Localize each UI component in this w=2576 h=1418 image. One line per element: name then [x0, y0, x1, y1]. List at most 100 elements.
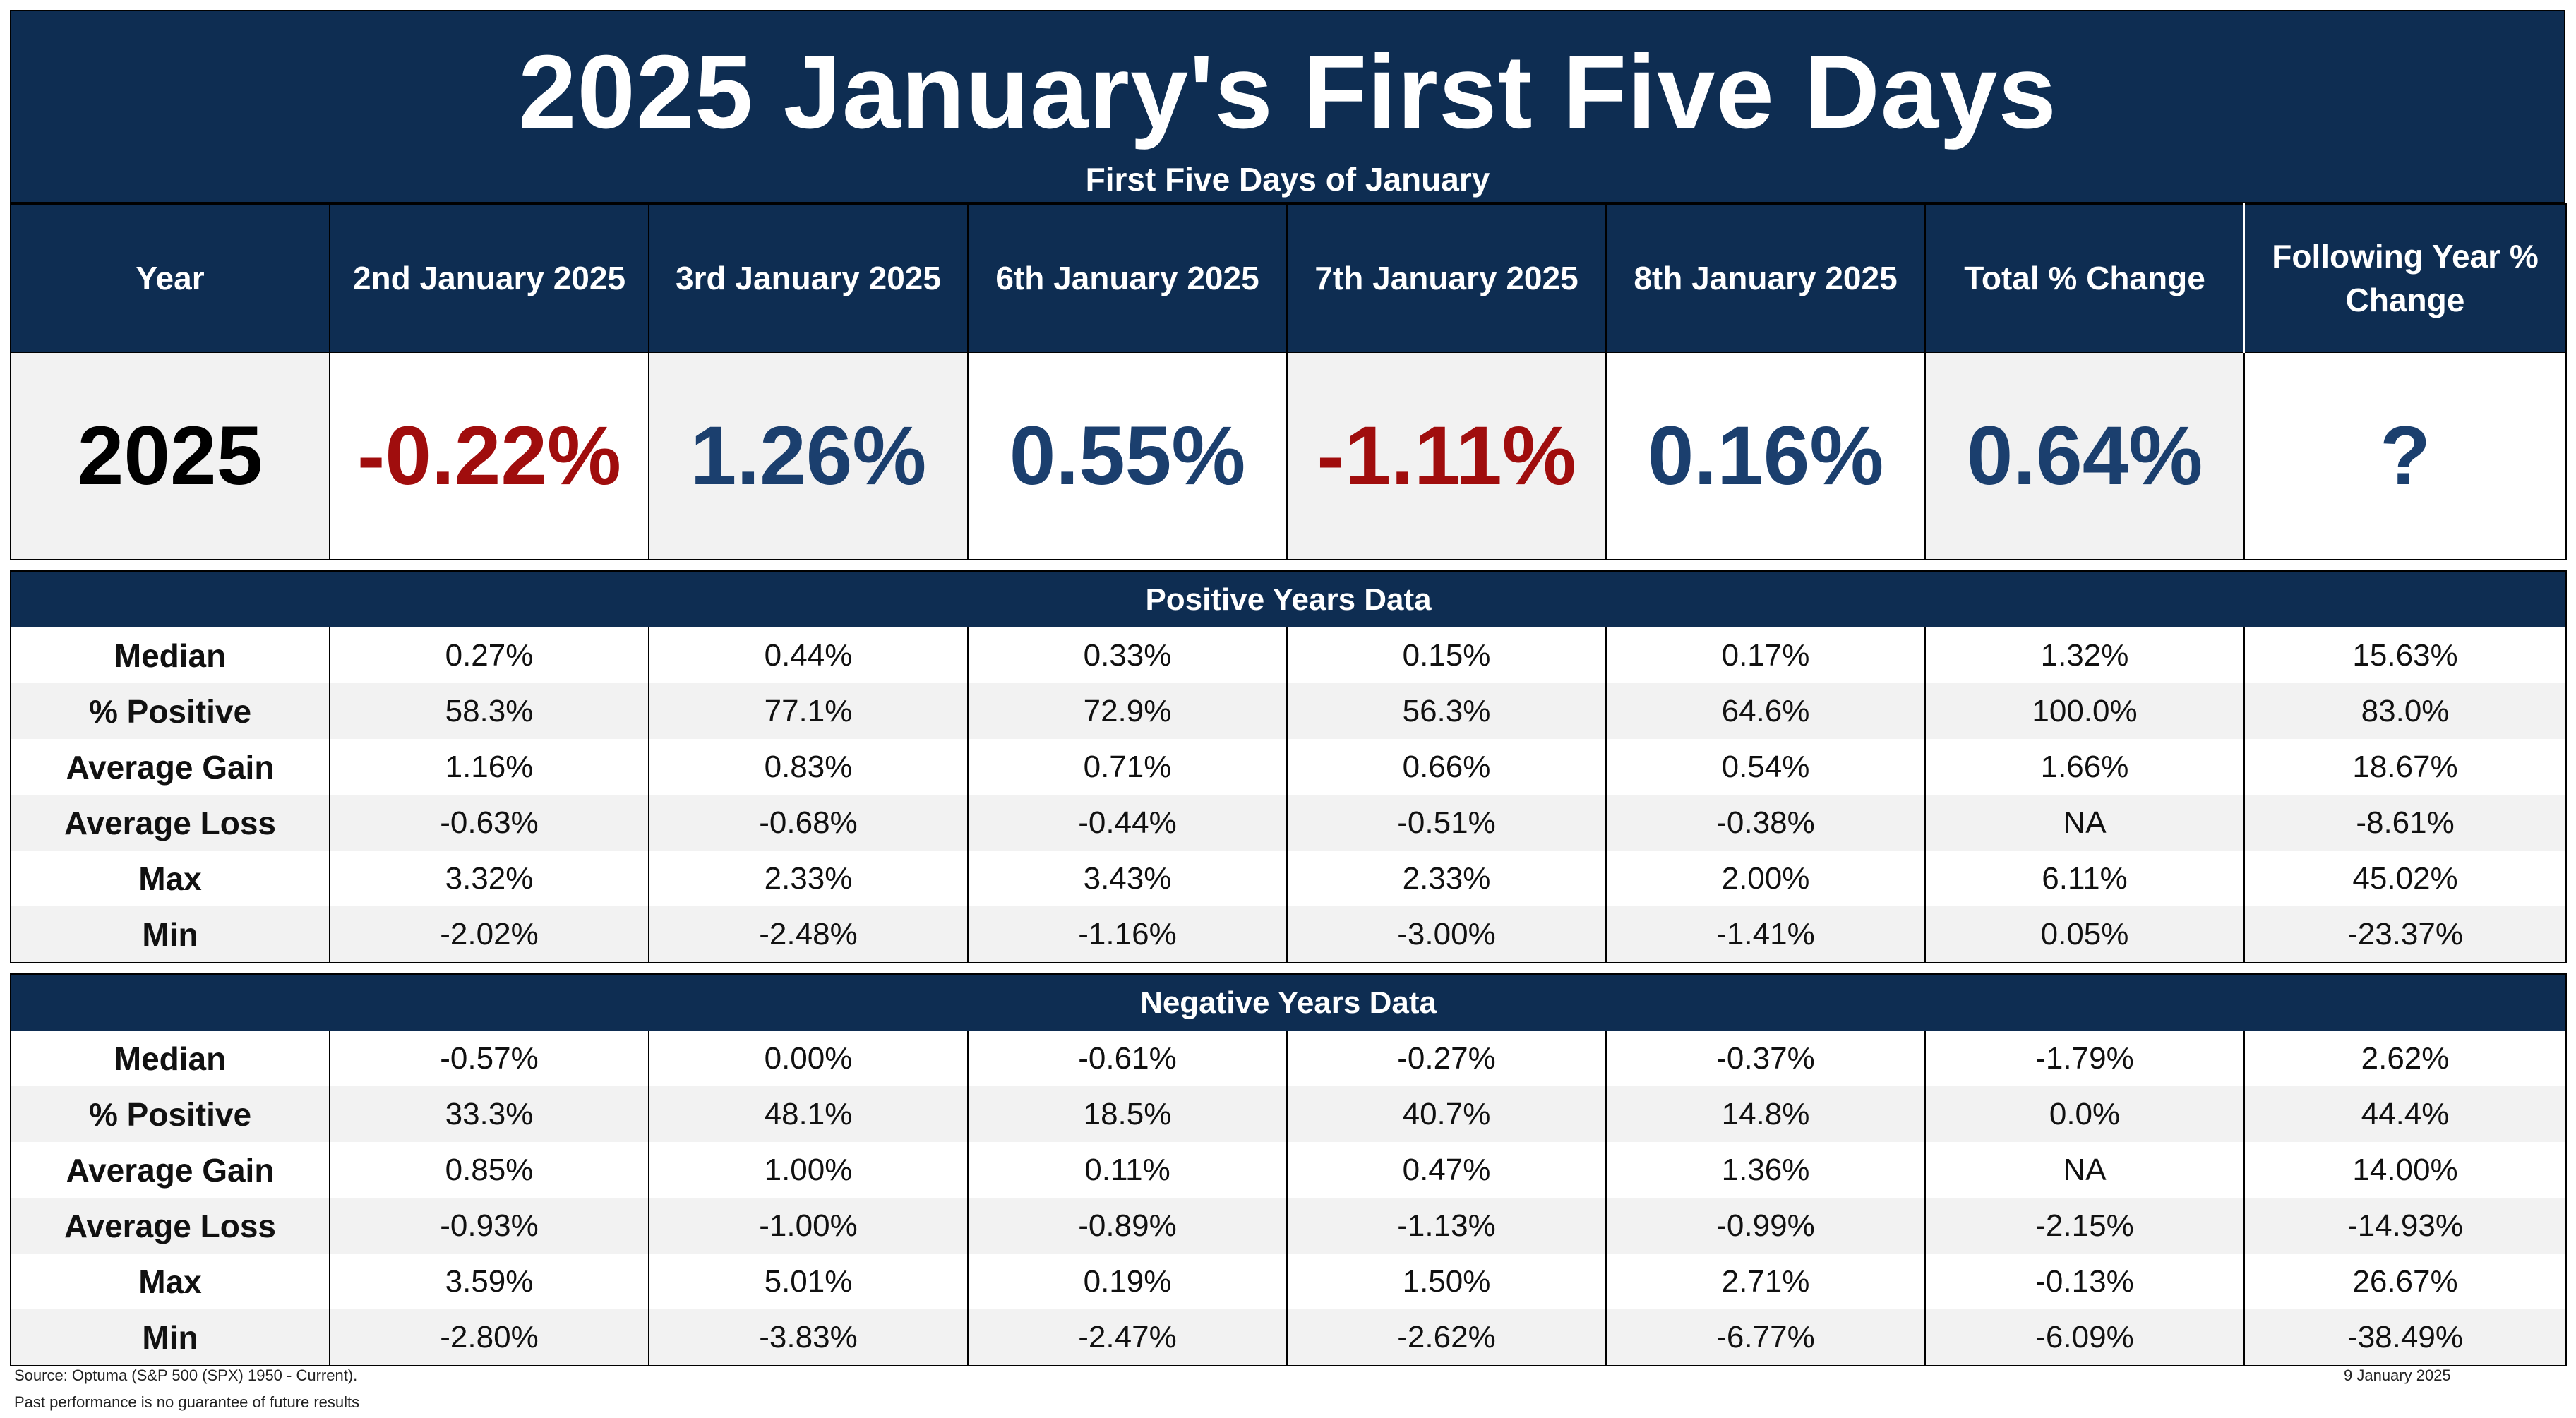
table-cell: -1.41% [1605, 906, 1925, 963]
table-cell: -0.51% [1286, 795, 1606, 851]
table-cell: 48.1% [648, 1086, 968, 1142]
negative-years-table: Negative Years Data Median -0.57% 0.00% -0.… [10, 973, 2568, 1366]
positive-years-table: Positive Years Data Median 0.27% 0.44% 0.33… [10, 570, 2568, 963]
report-date: 9 January 2025 [2344, 1366, 2451, 1384]
table-cell: 14.8% [1605, 1086, 1925, 1142]
table-row: Median -0.57% 0.00% -0.61% -0.27% -0.37% -1.79… [11, 1031, 2567, 1086]
row-label: Min [11, 1309, 330, 1366]
table-cell: -0.37% [1605, 1031, 1925, 1086]
table-cell: 1.32% [1924, 627, 2244, 683]
table-cell: 0.83% [648, 739, 968, 795]
header-row: Year 2nd January 2025 3rd January 2025 6… [11, 204, 2566, 352]
table-cell: -0.61% [967, 1031, 1287, 1086]
table-cell: NA [1924, 795, 2244, 851]
table-cell: -23.37% [2243, 906, 2567, 963]
table-cell: 2.62% [2243, 1031, 2567, 1086]
row-label: % Positive [11, 683, 330, 739]
row-label: % Positive [11, 1086, 330, 1142]
row-label: Average Gain [11, 1142, 330, 1198]
table-cell: 0.27% [329, 627, 649, 683]
table-row: Average Gain 1.16% 0.83% 0.71% 0.66% 0.54% 1.6… [11, 739, 2567, 795]
table-cell: -0.38% [1605, 795, 1925, 851]
table-cell: -1.00% [648, 1198, 968, 1254]
table-cell: -0.44% [967, 795, 1287, 851]
table-cell: 72.9% [967, 683, 1287, 739]
header-day-4: 7th January 2025 [1286, 204, 1606, 352]
row-label: Median [11, 627, 330, 683]
table-cell: 0.44% [648, 627, 968, 683]
table-cell: -6.09% [1924, 1309, 2244, 1366]
table-cell: -1.79% [1924, 1031, 2244, 1086]
value-day-5: 0.16% [1605, 352, 1925, 560]
table-cell: -0.57% [329, 1031, 649, 1086]
table-cell: 1.00% [648, 1142, 968, 1198]
header-total-change: Total % Change [1924, 204, 2244, 352]
table-cell: 100.0% [1924, 683, 2244, 739]
table-cell: 0.33% [967, 627, 1287, 683]
value-total-change: 0.64% [1924, 352, 2244, 560]
table-cell: -0.93% [329, 1198, 649, 1254]
table-cell: -2.62% [1286, 1309, 1606, 1366]
current-year-table: Year 2nd January 2025 3rd January 2025 6… [10, 203, 2567, 560]
table-row: % Positive 58.3% 77.1% 72.9% 56.3% 64.6% 100.0… [11, 683, 2567, 739]
table-cell: 0.15% [1286, 627, 1606, 683]
row-label: Average Loss [11, 1198, 330, 1254]
table-cell: 0.71% [967, 739, 1287, 795]
table-cell: -0.13% [1924, 1254, 2244, 1309]
value-day-1: -0.22% [329, 352, 649, 560]
table-row: Min -2.02% -2.48% -1.16% -3.00% -1.41% 0.05% -2… [11, 906, 2567, 963]
table-cell: 33.3% [329, 1086, 649, 1142]
table-cell: -38.49% [2243, 1309, 2567, 1366]
table-cell: 2.33% [1286, 851, 1606, 906]
title-band: 2025 January's First Five Days First Fiv… [10, 10, 2565, 203]
table-cell: 0.54% [1605, 739, 1925, 795]
table-cell: 0.19% [967, 1254, 1287, 1309]
table-cell: -0.89% [967, 1198, 1287, 1254]
table-cell: 3.59% [329, 1254, 649, 1309]
table-cell: -0.99% [1605, 1198, 1925, 1254]
table-cell: 2.33% [648, 851, 968, 906]
table-cell: 2.71% [1605, 1254, 1925, 1309]
table-cell: 45.02% [2243, 851, 2567, 906]
table-cell: 26.67% [2243, 1254, 2567, 1309]
table-row: Average Loss -0.63% -0.68% -0.44% -0.51% -0.3… [11, 795, 2567, 851]
table-cell: 5.01% [648, 1254, 968, 1309]
page-subtitle: First Five Days of January [1085, 161, 1490, 198]
table-cell: NA [1924, 1142, 2244, 1198]
table-cell: -0.27% [1286, 1031, 1606, 1086]
value-day-3: 0.55% [967, 352, 1287, 560]
value-day-2: 1.26% [648, 352, 968, 560]
table-cell: -2.48% [648, 906, 968, 963]
row-label: Median [11, 1031, 330, 1086]
row-label: Average Gain [11, 739, 330, 795]
table-cell: -3.83% [648, 1309, 968, 1366]
table-cell: 0.0% [1924, 1086, 2244, 1142]
page-title: 2025 January's First Five Days [518, 34, 2057, 150]
row-label: Max [11, 851, 330, 906]
table-cell: 1.16% [329, 739, 649, 795]
table-row: % Positive 33.3% 48.1% 18.5% 40.7% 14.8% 0.0% 4… [11, 1086, 2567, 1142]
current-year-row: 2025 -0.22% 1.26% 0.55% -1.11% 0.16% 0.6… [11, 352, 2566, 560]
header-day-2: 3rd January 2025 [648, 204, 968, 352]
value-day-4: -1.11% [1286, 352, 1606, 560]
table-cell: -6.77% [1605, 1309, 1925, 1366]
table-cell: 56.3% [1286, 683, 1606, 739]
table-cell: 18.67% [2243, 739, 2567, 795]
table-row: Max 3.32% 2.33% 3.43% 2.33% 2.00% 6.11% 45.02% [11, 851, 2567, 906]
table-cell: 0.17% [1605, 627, 1925, 683]
table-cell: -2.02% [329, 906, 649, 963]
table-cell: -3.00% [1286, 906, 1606, 963]
table-cell: -2.47% [967, 1309, 1287, 1366]
row-label: Max [11, 1254, 330, 1309]
table-cell: 44.4% [2243, 1086, 2567, 1142]
table-cell: -2.80% [329, 1309, 649, 1366]
table-cell: 3.43% [967, 851, 1287, 906]
table-cell: 0.47% [1286, 1142, 1606, 1198]
table-cell: -1.16% [967, 906, 1287, 963]
table-row: Min -2.80% -3.83% -2.47% -2.62% -6.77% -6.09% -… [11, 1309, 2567, 1366]
table-row: Average Gain 0.85% 1.00% 0.11% 0.47% 1.36% NA 1… [11, 1142, 2567, 1198]
negative-years-title: Negative Years Data [11, 974, 2567, 1031]
table-cell: 0.66% [1286, 739, 1606, 795]
table-cell: 15.63% [2243, 627, 2567, 683]
table-cell: 64.6% [1605, 683, 1925, 739]
